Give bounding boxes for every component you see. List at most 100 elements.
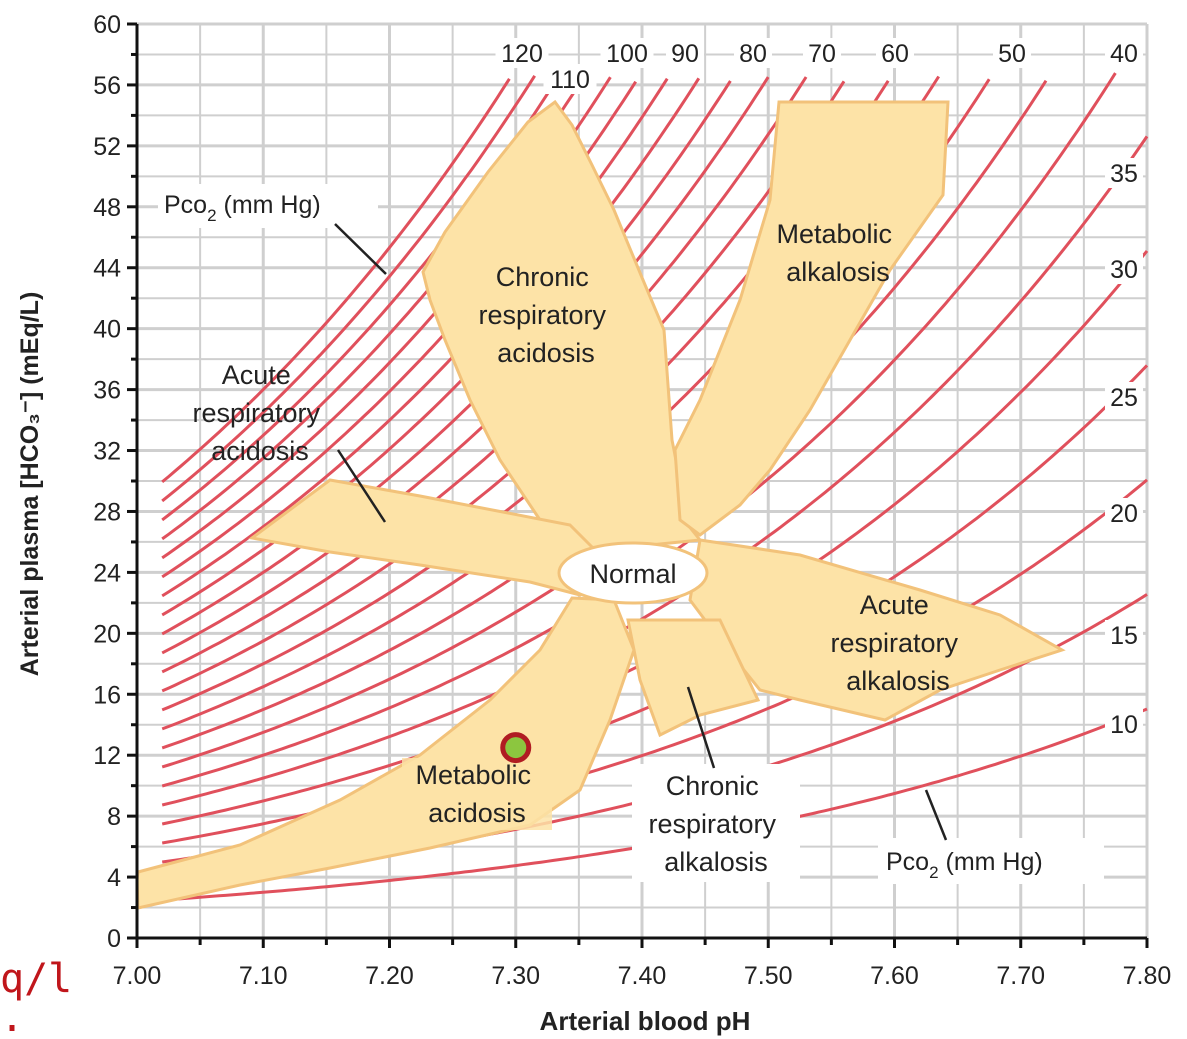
isopleth-label-50: 50	[998, 40, 1026, 68]
label-acute-respiratory-alkalosis: Acute respiratory alkalosis	[830, 590, 965, 696]
isopleth-label-25: 25	[1110, 384, 1138, 412]
y-tick-label: 28	[93, 498, 121, 526]
label-chronic-respiratory-acidosis: Chronic respiratory acidosis	[478, 262, 613, 368]
data-point-marker	[500, 732, 532, 764]
region-metabolic-acidosis	[135, 596, 636, 910]
region-chronic-respiratory-acidosis	[421, 99, 703, 550]
overlay-text-fragment-2: :	[0, 1010, 24, 1039]
x-axis-title: Arterial blood pH	[540, 1006, 751, 1036]
isopleth-label-40: 40	[1110, 40, 1138, 68]
isopleth-label-80: 80	[739, 40, 767, 68]
y-tick-label: 36	[93, 377, 121, 405]
x-tick-label: 7.30	[491, 962, 540, 990]
label-normal: Normal	[589, 559, 676, 589]
isopleth-label-bg	[1105, 158, 1143, 188]
pco2-label-bottom: Pco2 (mm Hg)	[886, 848, 1043, 882]
isopleth-label-30: 30	[1110, 256, 1138, 284]
isopleth-pco2-70	[161, 76, 808, 674]
isopleth-label-bg	[1105, 620, 1143, 650]
overlay-text-fragment: q/l	[0, 956, 72, 1002]
pco2-unit: (mm Hg)	[939, 848, 1043, 876]
isopleth-label-bg	[543, 64, 597, 94]
isopleth-label-bg	[1105, 254, 1143, 284]
label-line: alkalosis	[664, 847, 768, 877]
label-line: acidosis	[497, 338, 595, 368]
region-metabolic-alkalosis	[673, 100, 950, 537]
x-tick-label: 7.10	[239, 962, 288, 990]
label-line: acidosis	[211, 436, 309, 466]
isopleth-label-bg	[1105, 382, 1143, 412]
label-line: alkalosis	[786, 257, 890, 287]
y-tick-label: 32	[93, 438, 121, 466]
label-line: acidosis	[428, 798, 526, 828]
leader-lines	[336, 449, 716, 769]
label-line: Acute	[222, 360, 291, 390]
pco2-leader-top	[334, 223, 387, 275]
label-line: respiratory	[192, 398, 320, 428]
isopleth-label-60: 60	[881, 40, 909, 68]
isopleth-label-bg	[1105, 498, 1143, 528]
y-tick-label: 48	[93, 194, 121, 222]
isopleth-pco2-80	[161, 80, 732, 636]
label-bg-chronic-respiratory-alkalosis	[632, 764, 800, 882]
x-tick-label: 7.20	[365, 962, 414, 990]
x-tick-label: 7.70	[996, 962, 1045, 990]
isopleth-label-bg	[876, 38, 914, 68]
isopleth-pco2-120	[161, 77, 511, 484]
pco2-text: Pco	[886, 848, 929, 876]
label-line: Metabolic	[415, 760, 531, 790]
pco2-leader-bottom	[924, 789, 948, 841]
pco2-subscript: 2	[207, 206, 216, 225]
pco2-callout-bg-bottom	[878, 838, 1104, 884]
isopleth-label-100: 100	[606, 40, 648, 68]
y-axis-title: Arterial plasma [HCO₃⁻] (mEq/L)	[16, 292, 44, 677]
x-tick-label: 7.60	[870, 962, 919, 990]
isopleth-pco2-75	[161, 76, 770, 655]
isopleth-pco2-115	[161, 74, 536, 503]
pco2-callout-bg-top	[158, 184, 378, 228]
isopleth-label-bg	[495, 38, 549, 68]
label-line: alkalosis	[846, 666, 950, 696]
y-tick-label: 16	[93, 681, 121, 709]
y-tick-label: 12	[93, 742, 121, 770]
y-tick-label: 24	[93, 559, 121, 587]
isopleth-label-bg	[734, 38, 772, 68]
pco2-text: Pco	[164, 191, 207, 219]
isopleth-label-bg	[803, 38, 841, 68]
isopleth-label-90: 90	[671, 40, 699, 68]
x-tick-label: 7.50	[744, 962, 793, 990]
label-chronic-respiratory-alkalosis: Chronic respiratory alkalosis	[648, 771, 783, 877]
label-line: respiratory	[648, 809, 776, 839]
isopleth-label-bg	[1105, 38, 1143, 68]
label-line: respiratory	[830, 628, 958, 658]
label-line: Chronic	[496, 262, 589, 292]
isopleth-label-120: 120	[501, 40, 543, 68]
isopleth-pco2-35	[161, 135, 1149, 807]
label-metabolic-alkalosis: Metabolic alkalosis	[776, 219, 899, 287]
region-normal	[557, 541, 709, 605]
regions	[135, 99, 1066, 910]
label-acute-respiratory-acidosis: Acute respiratory acidosis	[192, 360, 327, 466]
y-tick-label: 56	[93, 72, 121, 100]
isopleth-label-35: 35	[1110, 160, 1138, 188]
y-tick-label: 8	[107, 803, 121, 831]
axes	[127, 22, 1149, 948]
pco2-subscript: 2	[929, 863, 938, 882]
isopleth-label-bg	[600, 38, 654, 68]
x-tick-label: 7.80	[1123, 962, 1172, 990]
label-bg-metabolic-acidosis	[402, 758, 552, 830]
region-chronic-respiratory-alkalosis	[626, 618, 761, 738]
isopleth-label-20: 20	[1110, 500, 1138, 528]
label-line: respiratory	[478, 300, 606, 330]
label-metabolic-acidosis: Metabolic acidosis	[415, 760, 538, 828]
leader-chronic-respiratory-alkalosis	[686, 686, 716, 769]
region-labels: Acute respiratory acidosis Chronic respi…	[192, 219, 965, 882]
pco2-callouts: Pco2 (mm Hg) Pco2 (mm Hg)	[158, 184, 1104, 884]
isopleth-label-10: 10	[1110, 711, 1138, 739]
tick-labels: 7.00 7.10 7.20 7.30 7.40 7.50 7.60 7.70 7.800481…	[93, 11, 1171, 990]
isopleth-label-70: 70	[808, 40, 836, 68]
leader-acute-respiratory-acidosis	[336, 449, 387, 523]
isopleth-label-bg	[1105, 709, 1143, 739]
